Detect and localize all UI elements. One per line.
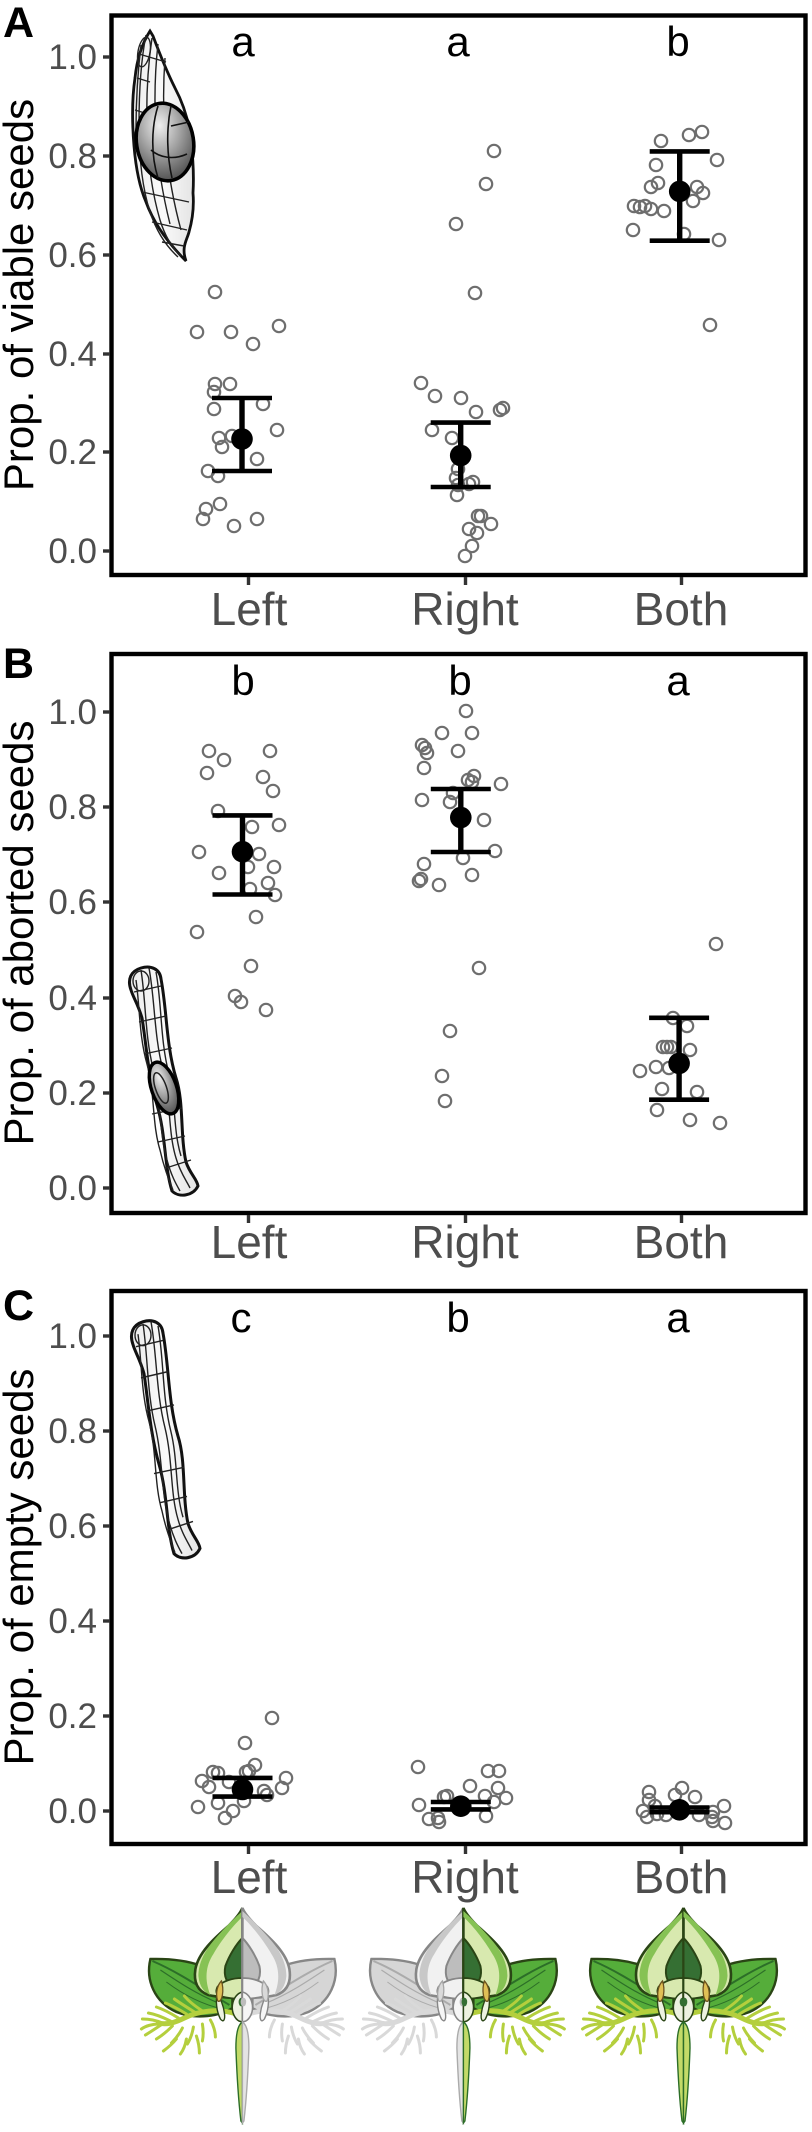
svg-text:0.6: 0.6 [48, 236, 97, 275]
svg-text:c: c [231, 1294, 252, 1341]
svg-text:B: B [3, 640, 34, 688]
svg-text:C: C [3, 1282, 34, 1330]
svg-text:0.6: 0.6 [48, 1507, 97, 1546]
svg-text:1.0: 1.0 [48, 1317, 97, 1356]
svg-text:1.0: 1.0 [48, 693, 97, 732]
svg-text:0.4: 0.4 [48, 335, 97, 374]
svg-text:0.8: 0.8 [48, 137, 97, 176]
svg-text:Left: Left [211, 1851, 288, 1903]
svg-text:a: a [446, 18, 470, 65]
svg-text:Left: Left [211, 1216, 288, 1268]
svg-text:Right: Right [411, 1216, 519, 1268]
svg-text:Right: Right [411, 1851, 519, 1903]
svg-text:b: b [446, 1294, 469, 1341]
svg-text:0.0: 0.0 [48, 1792, 97, 1831]
svg-text:Both: Both [634, 1851, 729, 1903]
svg-text:0.2: 0.2 [48, 1697, 97, 1736]
svg-text:Prop. of viable seeds: Prop. of viable seeds [0, 99, 42, 491]
svg-text:0.8: 0.8 [48, 1412, 97, 1451]
svg-text:A: A [3, 0, 34, 47]
svg-text:Both: Both [634, 1216, 729, 1268]
svg-text:0.0: 0.0 [48, 532, 97, 571]
svg-text:1.0: 1.0 [48, 38, 97, 77]
svg-text:0.6: 0.6 [48, 883, 97, 922]
svg-text:a: a [666, 1294, 690, 1341]
svg-text:a: a [231, 18, 255, 65]
svg-text:b: b [666, 18, 689, 65]
svg-text:0.2: 0.2 [48, 433, 97, 472]
svg-text:0.4: 0.4 [48, 1602, 97, 1641]
svg-text:0.4: 0.4 [48, 979, 97, 1018]
svg-text:Both: Both [634, 583, 729, 635]
svg-text:Right: Right [411, 583, 519, 635]
svg-text:0.8: 0.8 [48, 788, 97, 827]
svg-text:a: a [666, 657, 690, 704]
svg-text:Prop. of empty seeds: Prop. of empty seeds [0, 1369, 42, 1766]
svg-text:b: b [231, 657, 254, 704]
svg-text:0.2: 0.2 [48, 1074, 97, 1113]
svg-text:Prop. of aborted seeds: Prop. of aborted seeds [0, 721, 42, 1146]
svg-text:0.0: 0.0 [48, 1169, 97, 1208]
svg-text:Left: Left [211, 583, 288, 635]
svg-text:b: b [448, 657, 471, 704]
